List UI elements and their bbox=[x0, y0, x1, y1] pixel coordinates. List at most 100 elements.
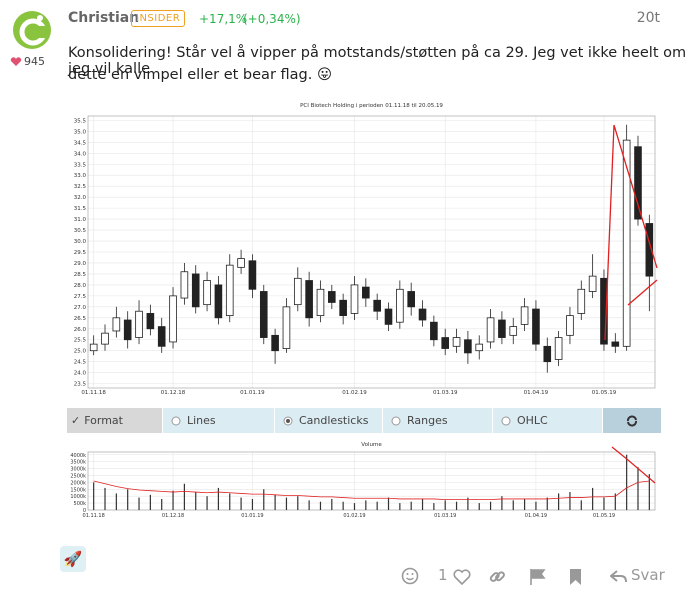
flag-button[interactable] bbox=[528, 567, 548, 587]
volume-bar bbox=[614, 493, 616, 510]
y-tick-label: 500k bbox=[74, 501, 87, 507]
candle-body bbox=[169, 295, 177, 343]
reply-button[interactable]: Svar bbox=[631, 566, 665, 584]
candle-body bbox=[282, 306, 291, 349]
volume-bar bbox=[115, 493, 117, 510]
candle-body bbox=[509, 326, 518, 336]
y-tick-label: 35.0 bbox=[74, 129, 87, 135]
post-text: Konsolidering! Står vel å vipper på mots… bbox=[68, 45, 687, 77]
y-tick-label: 3500k bbox=[70, 460, 86, 466]
volume-bar bbox=[546, 497, 548, 510]
rocket-reaction[interactable]: 🚀 bbox=[60, 546, 86, 572]
volume-chart: Volume 0500k1000k1500k2000k2500k3000k3500… bbox=[67, 437, 662, 522]
link-button[interactable] bbox=[488, 567, 508, 587]
badge: INSIDER bbox=[131, 10, 186, 27]
candle-body bbox=[588, 275, 597, 292]
volume-bar bbox=[353, 503, 356, 510]
volume-bar bbox=[399, 503, 401, 510]
volume-bar bbox=[523, 498, 526, 510]
candle-body bbox=[396, 288, 404, 323]
volume-bar bbox=[637, 467, 639, 510]
x-tick-label: 01.01.19 bbox=[240, 390, 265, 396]
bookmark-button[interactable] bbox=[566, 567, 586, 587]
x-tick-label: 01.03.19 bbox=[433, 390, 458, 396]
chart-type-option[interactable]: Ranges bbox=[383, 408, 493, 433]
author[interactable]: Christian bbox=[68, 10, 140, 26]
candle-body bbox=[600, 277, 608, 345]
volume-bar bbox=[603, 497, 605, 510]
candle-body bbox=[293, 277, 302, 306]
y-tick-label: 25.5 bbox=[74, 338, 87, 344]
candle-body bbox=[339, 299, 347, 317]
emoji-button[interactable] bbox=[400, 566, 422, 588]
chart-type-option[interactable]: Lines bbox=[163, 408, 275, 433]
candle-body bbox=[532, 308, 540, 345]
y-tick-label: 4000k bbox=[70, 453, 86, 459]
chart-type-option[interactable]: Candlesticks bbox=[275, 408, 383, 433]
refresh-button[interactable] bbox=[603, 408, 662, 433]
candle-body bbox=[430, 321, 438, 341]
y-tick-label: 1500k bbox=[70, 487, 86, 493]
volume-bar bbox=[365, 500, 367, 510]
volume-bar bbox=[127, 489, 129, 510]
x-tick-label: 01.04.19 bbox=[524, 390, 549, 396]
volume-bar bbox=[569, 492, 571, 510]
candle-body bbox=[418, 308, 427, 321]
candle-body bbox=[543, 345, 552, 363]
volume-bar bbox=[558, 493, 560, 510]
heart-icon bbox=[10, 57, 22, 66]
x-tick-label: 01.12.18 bbox=[162, 513, 184, 519]
x-tick-label: 01.04.19 bbox=[525, 513, 547, 519]
candle-body bbox=[259, 291, 268, 338]
volume-drawing bbox=[611, 446, 656, 484]
candle-body bbox=[225, 264, 234, 317]
y-tick-label: 26.5 bbox=[74, 316, 87, 322]
y-tick-label: 24.0 bbox=[74, 371, 87, 377]
candle-body bbox=[305, 280, 313, 319]
candle-body bbox=[407, 291, 415, 308]
volume-bar bbox=[172, 490, 174, 510]
change: +17,1% bbox=[199, 12, 248, 26]
y-tick-label: 26.0 bbox=[74, 327, 87, 333]
volume-bar bbox=[489, 501, 492, 510]
format-button[interactable]: ✓ Format bbox=[67, 408, 163, 433]
candle-body bbox=[464, 339, 472, 354]
chart-type-option[interactable]: OHLC bbox=[493, 408, 603, 433]
x-tick-label: 01.11.18 bbox=[81, 390, 106, 396]
option-label: Lines bbox=[187, 414, 216, 427]
y-tick-label: 25.0 bbox=[74, 349, 87, 355]
y-tick-label: 27.0 bbox=[74, 305, 87, 311]
volume-bar bbox=[501, 496, 503, 510]
candle-body bbox=[622, 139, 631, 347]
like-button[interactable] bbox=[452, 567, 472, 587]
moving-average-line bbox=[93, 480, 650, 501]
y-tick-label: 34.0 bbox=[74, 151, 87, 157]
volume-bar bbox=[342, 501, 344, 510]
reply-icon[interactable] bbox=[610, 569, 628, 585]
candle-body bbox=[475, 343, 484, 352]
candle-body bbox=[611, 341, 620, 347]
volume-bar bbox=[592, 487, 594, 510]
candle-body bbox=[373, 299, 381, 312]
y-tick-label: 31.0 bbox=[74, 217, 87, 223]
candle-body bbox=[203, 280, 211, 306]
volume-bar bbox=[455, 501, 458, 510]
volume-bar bbox=[512, 500, 514, 510]
volume-bar bbox=[138, 497, 140, 510]
candle-body bbox=[316, 288, 325, 317]
y-tick-label: 31.5 bbox=[74, 206, 87, 212]
volume-bar bbox=[263, 489, 265, 510]
option-label: OHLC bbox=[517, 414, 548, 427]
candle-body bbox=[237, 258, 245, 268]
avatar[interactable] bbox=[12, 10, 52, 50]
radio bbox=[171, 416, 181, 425]
x-tick-label: 01.02.19 bbox=[342, 390, 367, 396]
y-tick-label: 28.0 bbox=[74, 283, 87, 289]
volume-bar bbox=[648, 474, 650, 510]
option-label: Ranges bbox=[407, 414, 448, 427]
volume-bar bbox=[580, 500, 582, 510]
candle-body bbox=[248, 260, 257, 290]
x-tick-label: 01.11.18 bbox=[83, 513, 105, 519]
candle-body bbox=[135, 310, 143, 338]
